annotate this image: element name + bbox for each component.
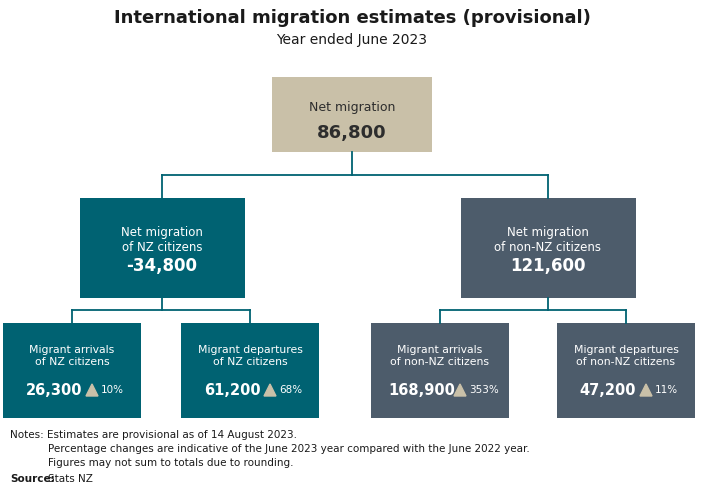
Polygon shape xyxy=(640,384,652,396)
Bar xyxy=(460,198,636,298)
Text: 47,200: 47,200 xyxy=(580,382,636,398)
Text: Net migration: Net migration xyxy=(309,101,395,114)
Bar xyxy=(557,323,695,417)
Text: 353%: 353% xyxy=(469,385,498,395)
Text: 61,200: 61,200 xyxy=(203,382,260,398)
Text: Net migration
of non-NZ citizens: Net migration of non-NZ citizens xyxy=(494,226,601,254)
Polygon shape xyxy=(454,384,466,396)
Text: 86,800: 86,800 xyxy=(318,124,386,142)
Text: 68%: 68% xyxy=(279,385,302,395)
Text: Year ended June 2023: Year ended June 2023 xyxy=(277,33,427,47)
Text: Migrant departures
of non-NZ citizens: Migrant departures of non-NZ citizens xyxy=(574,345,679,367)
Bar xyxy=(3,323,141,417)
Text: 11%: 11% xyxy=(655,385,678,395)
Text: International migration estimates (provisional): International migration estimates (provi… xyxy=(113,9,591,27)
Text: Figures may not sum to totals due to rounding.: Figures may not sum to totals due to rou… xyxy=(48,458,294,468)
Text: 168,900: 168,900 xyxy=(389,382,455,398)
Bar xyxy=(80,198,244,298)
Text: Source:: Source: xyxy=(10,474,55,484)
Text: Migrant departures
of NZ citizens: Migrant departures of NZ citizens xyxy=(198,345,303,367)
Text: Net migration
of NZ citizens: Net migration of NZ citizens xyxy=(121,226,203,254)
Bar xyxy=(371,323,509,417)
Text: 26,300: 26,300 xyxy=(26,382,82,398)
Text: 121,600: 121,600 xyxy=(510,257,586,275)
Polygon shape xyxy=(86,384,98,396)
Text: Migrant arrivals
of non-NZ citizens: Migrant arrivals of non-NZ citizens xyxy=(391,345,489,367)
Bar xyxy=(272,77,432,153)
Text: Percentage changes are indicative of the June 2023 year compared with the June 2: Percentage changes are indicative of the… xyxy=(48,444,529,454)
Text: -34,800: -34,800 xyxy=(127,257,198,275)
Text: Stats NZ: Stats NZ xyxy=(48,474,93,484)
Text: Migrant arrivals
of NZ citizens: Migrant arrivals of NZ citizens xyxy=(30,345,115,367)
Text: Notes: Estimates are provisional as of 14 August 2023.: Notes: Estimates are provisional as of 1… xyxy=(10,430,297,440)
Polygon shape xyxy=(264,384,276,396)
Text: 10%: 10% xyxy=(101,385,124,395)
Bar xyxy=(181,323,319,417)
